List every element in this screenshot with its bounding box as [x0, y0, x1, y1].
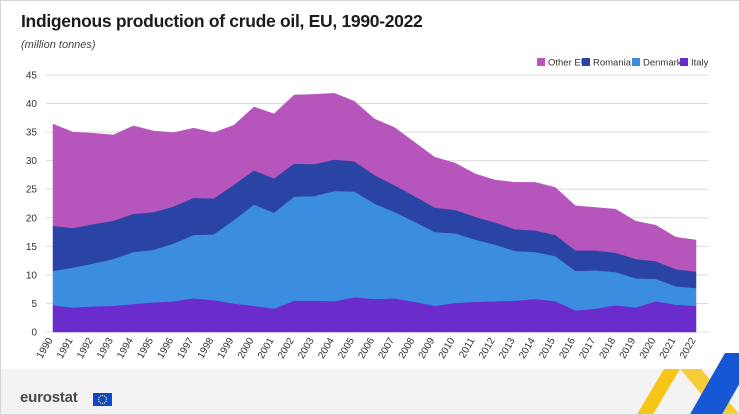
legend-swatch-denmark: [632, 58, 640, 66]
decor-blue-chevron: [690, 353, 739, 414]
y-tick-label: 35: [26, 128, 38, 139]
legend-label-italy: Italy: [691, 58, 709, 69]
eu-flag-star: [105, 400, 107, 403]
y-tick-label: 0: [31, 328, 37, 339]
eu-flag-icon: [93, 393, 112, 406]
eu-flag-star: [97, 398, 100, 401]
eu-flag-star: [99, 402, 102, 404]
y-tick-label: 25: [26, 185, 38, 196]
y-tick-label: 40: [26, 99, 38, 110]
legend-label-romania: Romania: [593, 58, 632, 69]
y-tick-label: 5: [31, 299, 37, 310]
eu-flag-star: [105, 398, 108, 401]
eu-flag-star: [99, 395, 102, 397]
y-tick-label: 45: [26, 71, 38, 82]
eu-flag-star: [105, 396, 107, 399]
legend-label-denmark: Denmark: [643, 58, 682, 69]
eu-flag-star: [103, 395, 106, 397]
decor-yellow-stripe: [637, 369, 680, 414]
chart-subtitle: (million tonnes): [21, 39, 96, 51]
y-tick-label: 20: [26, 213, 38, 224]
eu-flag-star: [98, 396, 100, 399]
y-tick-label: 10: [26, 270, 38, 281]
legend-swatch-other-eu: [537, 58, 545, 66]
legend-swatch-romania: [582, 58, 590, 66]
eu-flag-star: [103, 402, 106, 404]
eu-flag-stars: [97, 394, 108, 405]
eu-flag-star: [98, 400, 100, 403]
eu-flag-star: [101, 402, 104, 405]
legend-swatch-italy: [680, 58, 688, 66]
chart-title: Indigenous production of crude oil, EU, …: [21, 11, 423, 31]
y-tick-label: 15: [26, 242, 38, 253]
footer: [1, 369, 739, 414]
eurostat-logo-text: eurostat: [20, 389, 78, 406]
area-series-other-eu: [52, 93, 697, 272]
y-tick-label: 30: [26, 156, 38, 167]
legend-label-other-eu: Other EU: [548, 58, 588, 69]
eu-flag-star: [101, 394, 104, 397]
